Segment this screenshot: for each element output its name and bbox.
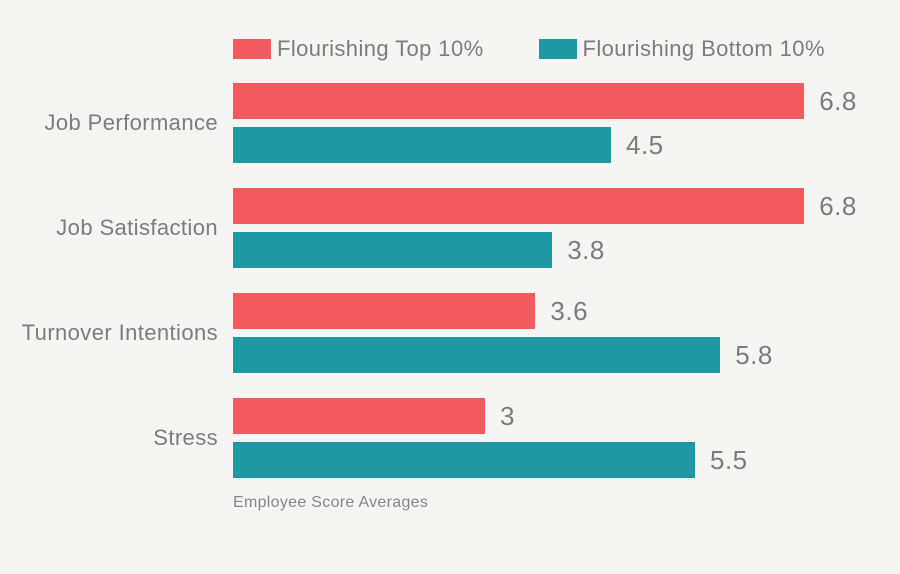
bar-row: 6.8 xyxy=(233,83,857,119)
category-label: Job Performance xyxy=(44,110,218,135)
legend-label-bottom10: Flourishing Bottom 10% xyxy=(582,36,825,61)
bar-bottom10 xyxy=(233,337,721,373)
value-label: 5.5 xyxy=(710,444,748,475)
bar-row: 6.8 xyxy=(233,188,857,224)
value-label: 3.8 xyxy=(567,234,605,265)
category-label: Job Satisfaction xyxy=(56,215,218,240)
category-bars: 3 5.5 xyxy=(233,398,748,478)
category-group: Turnover Intentions 3.6 5.8 xyxy=(0,293,900,373)
bar-bottom10 xyxy=(233,232,553,268)
bar-top10 xyxy=(233,188,805,224)
bar-row: 3.6 xyxy=(233,293,773,329)
legend-swatch-bottom10-icon xyxy=(538,39,577,59)
bar-top10 xyxy=(233,83,805,119)
value-label: 6.8 xyxy=(819,190,857,221)
category-bars: 3.6 5.8 xyxy=(233,293,773,373)
bar-bottom10 xyxy=(233,442,695,478)
value-label: 5.8 xyxy=(735,339,773,370)
category-group: Stress 3 5.5 xyxy=(0,398,900,478)
legend-swatch-top10-icon xyxy=(233,39,271,59)
value-label: 3.6 xyxy=(550,295,589,326)
value-label: 6.8 xyxy=(819,85,857,116)
category-bars: 6.8 4.5 xyxy=(233,83,857,163)
axis-caption: Employee Score Averages xyxy=(233,494,429,511)
category-label: Stress xyxy=(153,425,218,450)
category-label: Turnover Intentions xyxy=(21,320,218,345)
bar-groups: Job Performance 6.8 4.5 Job Satisfaction 6.8… xyxy=(0,83,900,478)
bar-bottom10 xyxy=(233,127,611,163)
legend: Flourishing Top 10% Flourishing Bottom 1… xyxy=(233,36,900,62)
legend-item-bottom10: Flourishing Bottom 10% xyxy=(538,36,825,62)
bar-row: 5.8 xyxy=(233,337,773,373)
bar-top10 xyxy=(233,398,485,434)
category-bars: 6.8 3.8 xyxy=(233,188,857,268)
value-label: 3 xyxy=(500,400,515,431)
legend-item-top10: Flourishing Top 10% xyxy=(233,36,484,62)
bar-top10 xyxy=(233,293,536,329)
category-group: Job Performance 6.8 4.5 xyxy=(0,83,900,163)
bar-row: 5.5 xyxy=(233,442,748,478)
legend-label-top10: Flourishing Top 10% xyxy=(277,36,484,61)
bar-row: 3 xyxy=(233,398,748,434)
value-label: 4.5 xyxy=(626,129,664,160)
category-group: Job Satisfaction 6.8 3.8 xyxy=(0,188,900,268)
bar-row: 3.8 xyxy=(233,232,857,268)
bar-row: 4.5 xyxy=(233,127,857,163)
